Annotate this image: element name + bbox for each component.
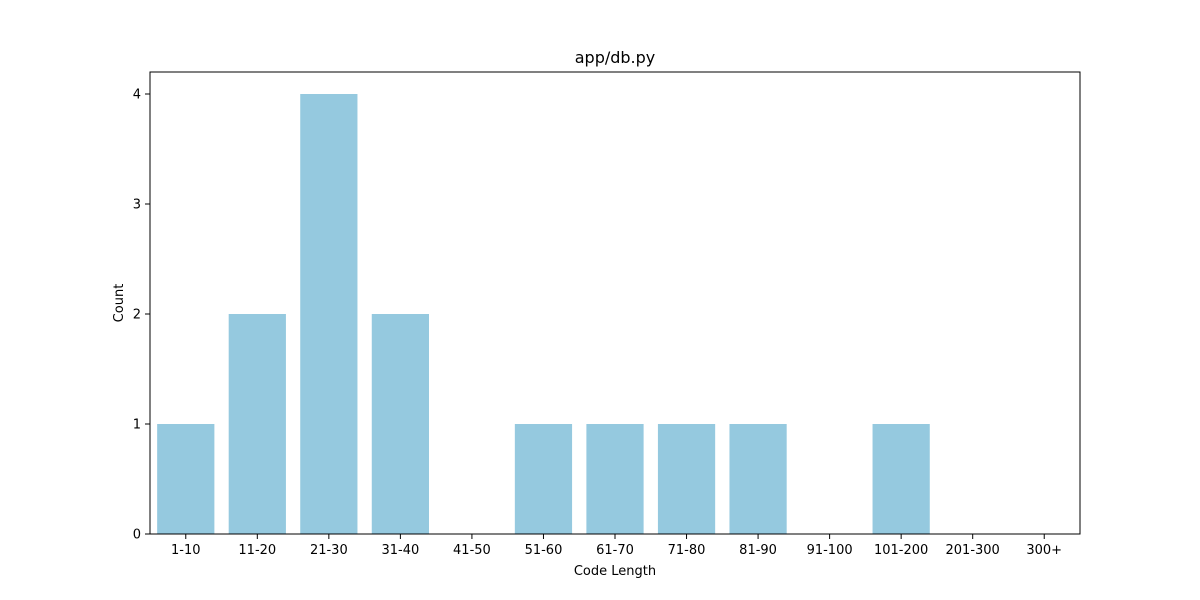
y-axis-label: Count xyxy=(112,284,127,323)
bar-31-40 xyxy=(371,314,429,534)
y-axis-ticks: 0 1 2 3 4 xyxy=(133,88,150,543)
bar-71-80 xyxy=(657,424,716,534)
bar-1-10 xyxy=(157,424,215,534)
y-tick-label: 1 xyxy=(133,418,141,433)
x-tick-label: 201-300 xyxy=(946,543,1000,558)
x-tick-label: 91-100 xyxy=(807,543,853,558)
chart-title: app/db.py xyxy=(575,48,656,67)
x-tick-label: 61-70 xyxy=(596,543,634,558)
bar-61-70 xyxy=(586,424,644,534)
bars-layer xyxy=(157,94,930,534)
bar-51-60 xyxy=(514,424,573,534)
bar-101-200 xyxy=(872,424,930,534)
x-tick-label: 51-60 xyxy=(525,543,563,558)
x-tick-label: 21-30 xyxy=(310,543,348,558)
x-tick-label: 71-80 xyxy=(668,543,706,558)
x-tick-label: 1-10 xyxy=(171,543,201,558)
x-tick-label: 81-90 xyxy=(739,543,777,558)
bar-81-90 xyxy=(729,424,787,534)
y-tick-label: 4 xyxy=(133,88,141,103)
y-tick-label: 2 xyxy=(133,308,141,323)
y-tick-label: 0 xyxy=(133,528,141,543)
bar-11-20 xyxy=(228,314,286,534)
bar-21-30 xyxy=(300,94,358,534)
x-axis-label: Code Length xyxy=(574,564,656,579)
y-tick-label: 3 xyxy=(133,198,141,213)
x-tick-label: 11-20 xyxy=(238,543,276,558)
x-tick-label: 31-40 xyxy=(381,543,419,558)
x-tick-label: 101-200 xyxy=(874,543,928,558)
x-tick-label: 300+ xyxy=(1026,543,1062,558)
x-axis-ticks: 1-10 11-20 21-30 31-40 41-50 51-60 61-70 71-80 8… xyxy=(171,534,1062,558)
x-tick-label: 41-50 xyxy=(453,543,491,558)
